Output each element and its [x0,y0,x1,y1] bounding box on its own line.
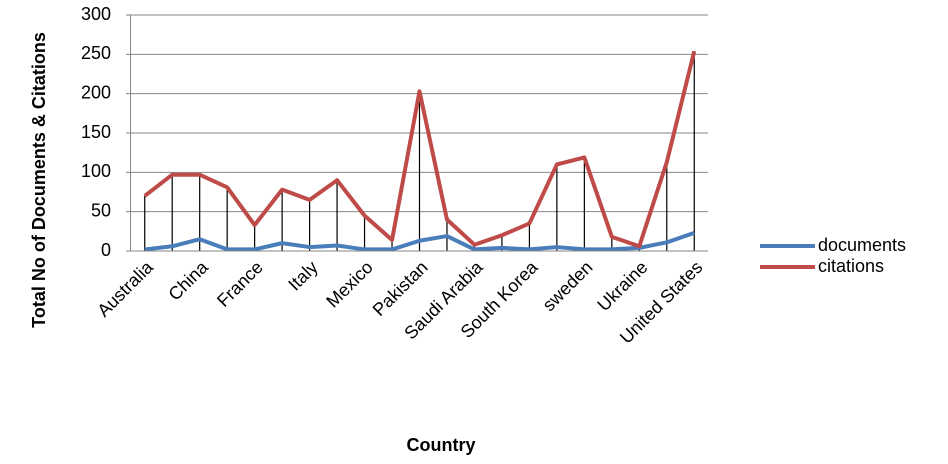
y-tick-label: 300 [81,4,111,24]
y-tick-label: 100 [81,161,111,181]
x-tick-label: Mexico [322,257,376,311]
x-tick-label: China [164,256,212,304]
x-tick-label: France [213,257,267,311]
series-line [143,50,697,249]
x-axis-label: Country [407,435,476,455]
legend-label: citations [818,256,884,276]
series-line [144,231,695,252]
x-tick-label: Italy [284,257,321,294]
x-tick-label: sweden [539,257,597,315]
y-tick-label: 250 [81,43,111,63]
legend-label: documents [818,235,906,255]
x-tick-label: Australia [93,256,157,320]
y-tick-label: 200 [81,82,111,102]
y-tick-label: 150 [81,122,111,142]
y-axis-label: Total No of Documents & Citations [29,32,49,328]
y-tick-label: 50 [91,200,111,220]
y-tick-label: 0 [101,240,111,260]
